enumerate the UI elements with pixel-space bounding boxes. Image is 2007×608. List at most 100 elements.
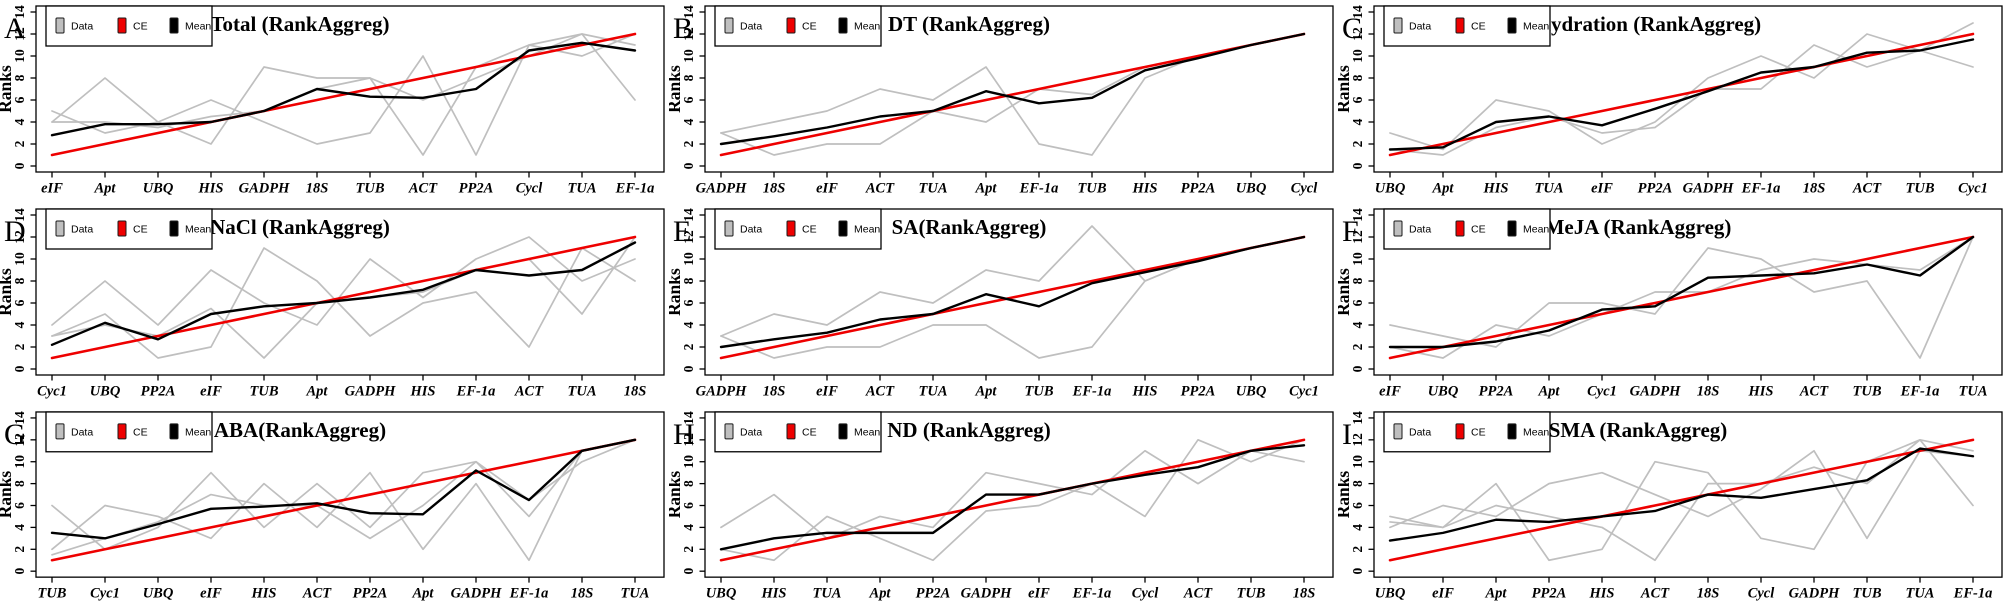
legend-swatch-data (724, 17, 734, 34)
x-category-label: PP2A (1181, 181, 1216, 197)
y-tick-label: 0 (1350, 162, 1365, 169)
x-category-label: TUA (568, 384, 597, 400)
legend-swatch-ce (1455, 423, 1465, 440)
plot-box (35, 5, 665, 173)
x-category-label: PP2A (1479, 384, 1514, 400)
legend-swatch-mean (838, 17, 848, 34)
legend-swatch-ce (117, 17, 127, 34)
x-category-label: PP2A (353, 586, 388, 602)
x-category-label: Apt (869, 586, 892, 602)
legend-box (45, 411, 213, 453)
plot-box (704, 411, 1334, 578)
x-category-label: HIS (1132, 384, 1158, 400)
panel-c-dehydration: 0 2 4 6 8 10 12 14 Ranks UBQ Apt HIS TUA eIF PP2A GADPH… (1338, 0, 2007, 203)
chart-dt: 0 2 4 6 8 10 12 14 Ranks GADPH 18S eIF ACT TUA Apt EF-1… (669, 5, 1334, 197)
x-category-label: HIS (1483, 181, 1509, 197)
data-line (1389, 236, 1974, 359)
legend-label-mean: Mean (854, 427, 880, 438)
x-category-label: UBQ (90, 384, 121, 400)
y-tick-label: 14 (12, 411, 27, 425)
panel-letter: G (4, 418, 26, 451)
x-category-label: HIS (761, 586, 787, 602)
x-category-label: TUB (356, 181, 385, 197)
y-tick-label: 0 (1350, 365, 1365, 372)
y-tick-label: 10 (12, 252, 27, 266)
data-line (51, 438, 636, 551)
data-line (51, 33, 636, 156)
legend: Data CE Mean (1383, 5, 1551, 47)
x-category-label: GADPH (451, 586, 502, 602)
x-category-label: Cyc1 (37, 384, 67, 400)
x-category-label: TUA (568, 181, 597, 197)
legend-label-mean: Mean (854, 224, 880, 236)
x-category-label: EF-1a (1072, 384, 1112, 400)
mean-line (1388, 235, 1975, 349)
mean-line (719, 444, 1306, 551)
y-tick-label: 2 (681, 343, 696, 350)
x-category-label: UBQ (143, 586, 174, 602)
x-category-label: PP2A (1181, 384, 1216, 400)
ce-line (719, 32, 1306, 157)
y-tick-label: 4 (681, 321, 696, 328)
legend-label-data: Data (740, 427, 762, 438)
y-tick-label: 12 (12, 230, 27, 244)
x-category-label: TUB (1906, 181, 1935, 197)
y-tick-label: 4 (12, 321, 27, 328)
panel-title: ABA(RankAggreg) (214, 418, 386, 442)
x-category-label: TUA (919, 384, 948, 400)
x-category-label: 18S (1697, 586, 1720, 602)
x-category-label: Apt (1485, 586, 1508, 602)
x-category-label: Cycl (1132, 586, 1159, 602)
chart-nacl: 0 2 4 6 8 10 12 14 Ranks Cyc1 UBQ PP2A eIF TUB Apt GADP… (0, 208, 665, 400)
data-line (720, 438, 1305, 562)
y-tick-label: 4 (681, 524, 696, 531)
y-tick-label: 6 (12, 502, 27, 509)
x-category-label: HIS (251, 586, 277, 602)
y-tick-label: 12 (681, 433, 696, 447)
mean-line (50, 241, 637, 347)
x-category-label: TUA (919, 181, 948, 197)
y-tick-label: 10 (681, 252, 696, 266)
x-category-label: HIS (198, 181, 224, 197)
x-category-label: HIS (410, 384, 436, 400)
x-category-label: ACT (865, 384, 895, 400)
legend-swatch-mean (169, 423, 179, 440)
y-tick-label: 6 (12, 299, 27, 306)
legend-box (714, 411, 882, 453)
x-category-label: GADPH (239, 181, 290, 197)
panel-letter: F (1342, 215, 1359, 248)
legend-label-ce: CE (1471, 21, 1486, 33)
y-tick-label: 8 (1350, 480, 1365, 487)
x-category-label: Apt (94, 181, 117, 197)
y-tick-label: 14 (1350, 411, 1365, 425)
x-category-label: UBQ (1375, 181, 1406, 197)
mean-line (50, 41, 637, 137)
y-tick-label: 12 (681, 230, 696, 244)
legend-box (714, 5, 882, 47)
x-category-label: TUA (1535, 181, 1564, 197)
x-category-label: UBQ (1236, 181, 1267, 197)
x-category-label: ACT (1640, 586, 1670, 602)
data-line (1389, 449, 1974, 540)
legend-label-data: Data (1409, 224, 1431, 236)
x-category-label: HIS (1589, 586, 1615, 602)
panel-letter: D (4, 215, 26, 248)
y-tick-label: 8 (1350, 74, 1365, 81)
chart-aba: 0 2 4 6 8 10 12 14 Ranks TUB Cyc1 UBQ eIF HIS ACT PP2A A… (0, 411, 665, 602)
legend-label-data: Data (740, 21, 762, 33)
x-category-label: EF-1a (1900, 384, 1940, 400)
x-category-label: eIF (1028, 586, 1050, 602)
data-line (51, 247, 636, 359)
x-category-label: GADPH (1630, 384, 1681, 400)
x-category-label: eIF (816, 384, 838, 400)
legend: Data CE Mean (45, 5, 213, 47)
x-category-label: ACT (865, 181, 895, 197)
y-tick-label: 14 (681, 208, 696, 222)
data-line (1389, 438, 1974, 562)
y-tick-label: 8 (1350, 277, 1365, 284)
y-tick-label: 6 (681, 299, 696, 306)
y-tick-label: 6 (1350, 299, 1365, 306)
x-category-label: EF-1a (615, 181, 655, 197)
y-axis-title: Ranks (0, 471, 15, 519)
plot-box (704, 5, 1334, 173)
